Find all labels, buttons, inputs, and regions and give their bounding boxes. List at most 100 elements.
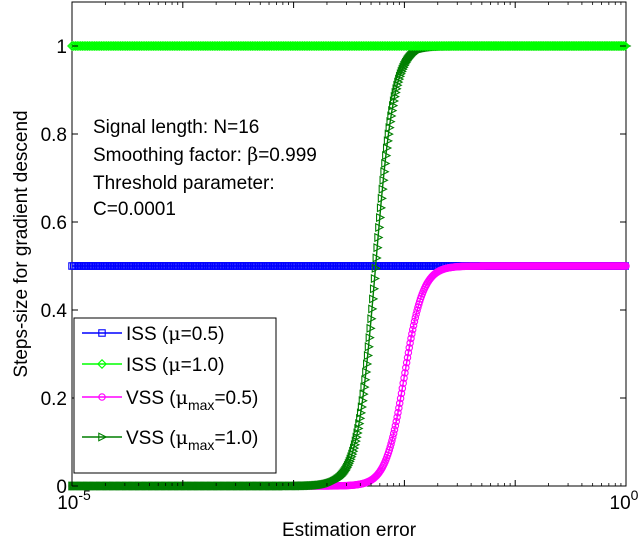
legend-entry-iss-1-0: ISS (μ=1.0) — [82, 354, 224, 376]
y-tick-label: 1 — [56, 37, 67, 58]
data-point — [400, 374, 408, 382]
legend-swatch-marker — [98, 432, 108, 442]
x-axis-label: Estimation error — [282, 520, 417, 541]
data-point — [394, 77, 404, 87]
data-point — [388, 106, 398, 116]
data-point — [366, 323, 376, 333]
data-point — [392, 84, 402, 94]
data-point — [393, 413, 401, 421]
y-axis-label: Steps-size for gradient descend — [11, 110, 32, 377]
y-tick-label: 0.8 — [41, 125, 67, 146]
data-point — [402, 364, 410, 372]
data-point — [356, 408, 367, 418]
y-tick-label: 0.4 — [41, 301, 68, 322]
data-point — [395, 399, 404, 407]
y-tick-label: 0.6 — [41, 213, 67, 234]
data-point — [369, 284, 380, 294]
data-point — [409, 321, 418, 330]
data-point — [378, 184, 388, 194]
data-point — [356, 413, 366, 424]
annotation-block: Signal length: N=16 Smoothing factor: β=… — [93, 117, 317, 220]
annotation-threshold-value: C=0.0001 — [93, 199, 176, 220]
data-point — [622, 262, 630, 270]
beta-symbol: β — [247, 144, 258, 166]
data-point — [347, 452, 357, 462]
data-point — [362, 367, 372, 377]
ticks-layer: 0 0.2 0.4 0.6 0.8 1 10-5 100 — [41, 2, 639, 514]
series-1 — [67, 41, 631, 51]
mu-symbol: μ — [168, 354, 180, 376]
data-point — [397, 389, 406, 398]
data-point — [408, 330, 416, 338]
data-point — [399, 379, 407, 387]
data-point — [369, 294, 379, 304]
data-point — [618, 41, 629, 51]
data-point — [381, 158, 391, 169]
data-point — [412, 310, 420, 318]
data-point — [403, 353, 412, 362]
data-point — [389, 433, 397, 441]
annotation-threshold-parameter: Threshold parameter: — [93, 173, 275, 194]
data-point — [350, 443, 360, 453]
data-point — [373, 243, 383, 253]
series-markers-1 — [67, 41, 631, 51]
y-tick-label: 0 — [56, 477, 67, 498]
data-point — [410, 317, 419, 326]
data-point — [391, 421, 400, 430]
mu-symbol: μ — [168, 323, 180, 345]
data-point — [363, 350, 374, 361]
data-point — [405, 344, 414, 352]
x-tick-label: 10-5 — [57, 487, 91, 514]
legend-label-iss-1-0: ISS (μ=1.0) — [126, 354, 224, 376]
data-point — [349, 446, 359, 456]
data-point — [380, 167, 390, 177]
data-point — [402, 358, 411, 367]
data-point — [365, 333, 375, 343]
legend: ISS (μ=0.5) ISS (μ=1.0) VSS (μmax=0.5) V… — [73, 317, 277, 474]
data-point — [384, 129, 394, 139]
data-point — [616, 41, 627, 51]
data-point — [348, 449, 358, 459]
legend-swatch-marker — [97, 359, 107, 369]
data-point — [392, 417, 401, 426]
data-point — [393, 80, 403, 90]
data-point — [354, 423, 364, 434]
legend-label-vss-1-0: VSS (μmax=1.0) — [126, 427, 258, 453]
data-point — [385, 123, 395, 133]
data-point — [364, 342, 374, 352]
data-point — [382, 143, 393, 153]
y-tick-label: 0.2 — [41, 389, 67, 410]
legend-label-iss-0-5: ISS (μ=0.5) — [126, 323, 224, 345]
data-point — [383, 136, 394, 146]
data-point — [379, 175, 389, 185]
legend-entry-vss-1-0: VSS (μmax=1.0) — [82, 427, 258, 453]
data-point — [407, 334, 415, 343]
data-point — [343, 462, 353, 472]
data-point — [377, 193, 387, 203]
data-point — [367, 314, 377, 324]
data-point — [372, 253, 382, 263]
data-point — [398, 384, 407, 393]
data-point — [395, 74, 405, 84]
data-point — [408, 325, 417, 334]
data-point — [395, 404, 403, 412]
data-point — [387, 440, 395, 448]
mu-symbol: μ — [176, 427, 188, 449]
legend-swatch-marker — [98, 329, 106, 337]
data-point — [401, 369, 409, 377]
legend-subscript: max — [188, 397, 214, 413]
data-point — [370, 273, 381, 284]
data-point — [361, 375, 371, 385]
legend-box — [73, 317, 277, 474]
data-point — [396, 394, 405, 403]
legend-entry-vss-0-5: VSS (μmax=0.5) — [82, 387, 258, 413]
data-point — [411, 313, 420, 322]
data-point — [376, 212, 386, 223]
data-point — [406, 339, 414, 347]
series-layer — [67, 41, 632, 491]
data-point — [394, 408, 402, 417]
data-point — [360, 382, 370, 392]
legend-swatch-marker — [98, 393, 106, 401]
data-point — [358, 396, 368, 406]
data-point — [363, 359, 373, 369]
